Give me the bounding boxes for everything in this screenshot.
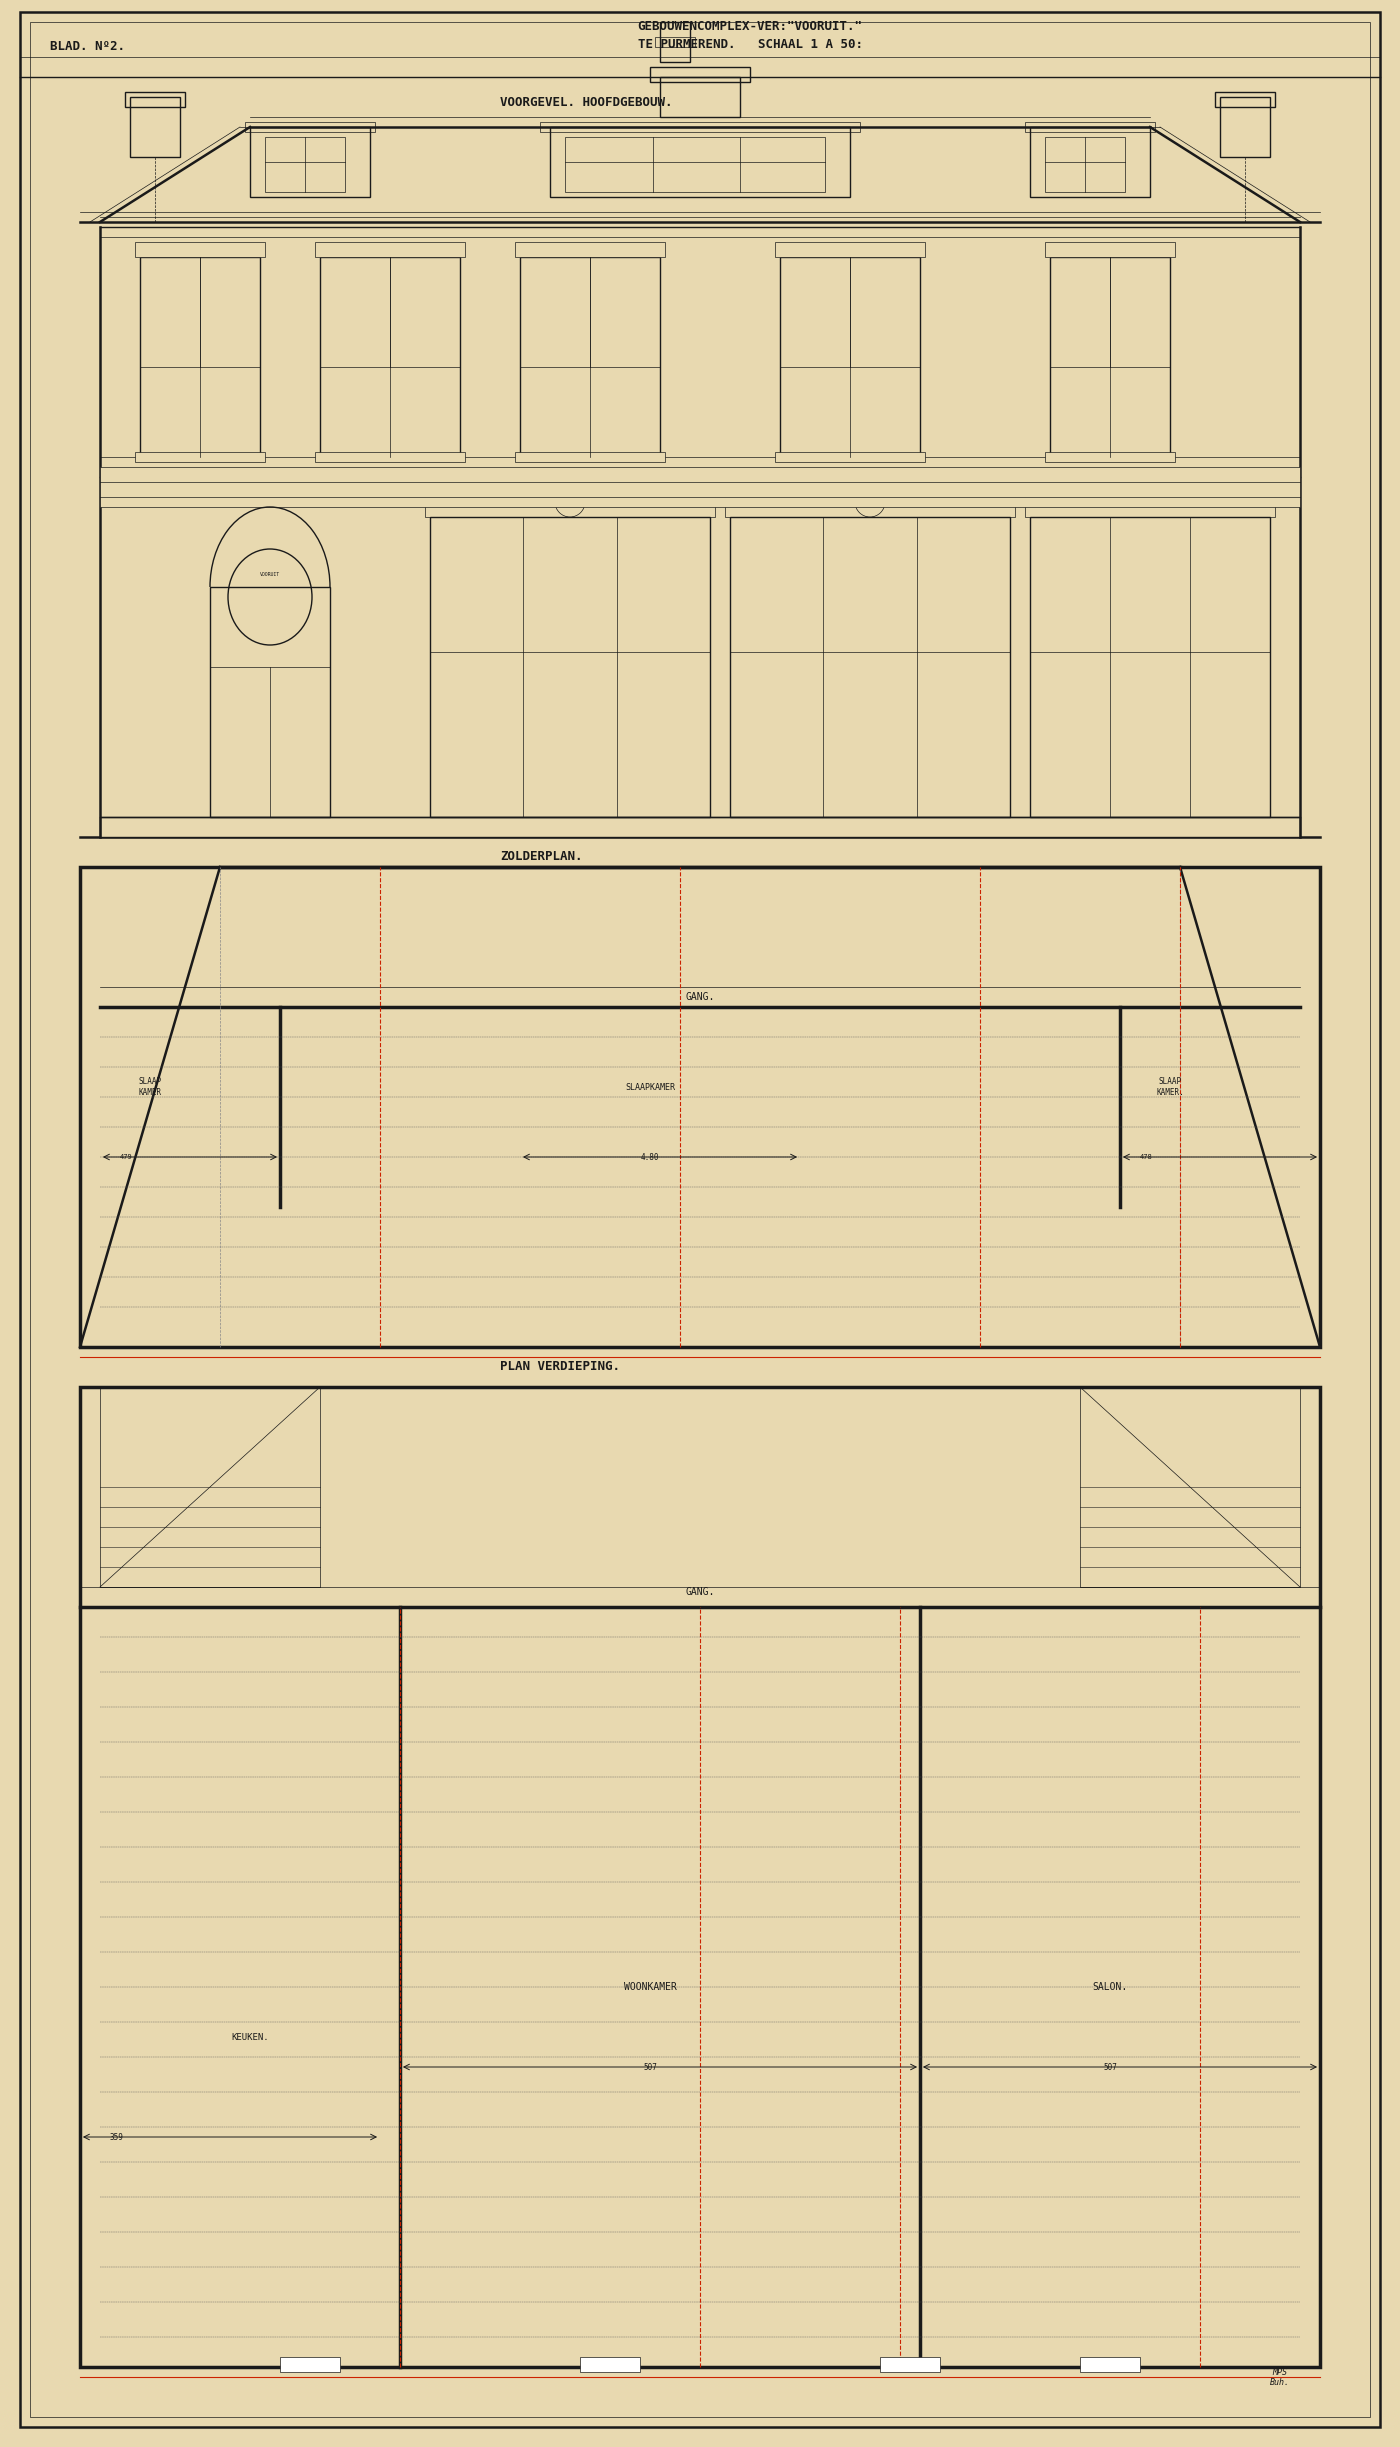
Bar — [725, 502, 1015, 516]
Text: SLAAP
KAMER.: SLAAP KAMER. — [1156, 1077, 1184, 1096]
Text: BLAD. Nº2.: BLAD. Nº2. — [50, 42, 125, 54]
Bar — [519, 257, 659, 458]
Bar — [321, 257, 461, 458]
Text: WOONKAMER: WOONKAMER — [623, 1982, 676, 1992]
Bar — [515, 453, 665, 462]
Text: KEUKEN.: KEUKEN. — [231, 2033, 269, 2041]
Bar — [99, 1387, 321, 1588]
Bar — [1025, 502, 1275, 516]
Text: 507: 507 — [643, 2063, 657, 2073]
Text: PLAN VERDIEPING.: PLAN VERDIEPING. — [500, 1361, 620, 1373]
Bar — [580, 2356, 640, 2371]
Text: 4.80: 4.80 — [641, 1153, 659, 1162]
Bar — [1030, 516, 1270, 817]
Bar — [280, 2356, 340, 2371]
Text: ZOLDERPLAN.: ZOLDERPLAN. — [500, 852, 582, 864]
Bar — [540, 122, 860, 132]
Bar — [245, 122, 375, 132]
Bar — [99, 817, 1301, 837]
Text: SALON.: SALON. — [1092, 1982, 1127, 1992]
Bar — [1025, 122, 1155, 132]
Bar — [776, 242, 925, 257]
Bar — [140, 257, 260, 458]
Bar — [315, 242, 465, 257]
Bar — [1215, 93, 1275, 108]
Text: 479: 479 — [120, 1155, 133, 1160]
Bar — [80, 1387, 1320, 2366]
Text: 507: 507 — [1103, 2063, 1117, 2073]
Bar — [265, 137, 344, 191]
Bar — [1219, 98, 1270, 157]
Bar — [426, 502, 715, 516]
Bar — [659, 22, 690, 61]
Bar — [130, 98, 181, 157]
Bar — [430, 516, 710, 817]
Bar — [1050, 257, 1170, 458]
Bar — [210, 587, 330, 817]
Bar — [729, 516, 1009, 817]
Bar — [315, 453, 465, 462]
Text: GEBOUWENCOMPLEX-VER:"VOORUIT.": GEBOUWENCOMPLEX-VER:"VOORUIT." — [637, 20, 862, 34]
Bar — [125, 93, 185, 108]
Bar — [1044, 453, 1175, 462]
Bar — [134, 242, 265, 257]
Bar — [99, 467, 1301, 507]
Bar — [1079, 1387, 1301, 1588]
Bar — [1044, 242, 1175, 257]
Text: VOORUIT: VOORUIT — [260, 573, 280, 577]
Text: VOORGEVEL. HOOFDGEBOUW.: VOORGEVEL. HOOFDGEBOUW. — [500, 95, 672, 108]
Bar — [650, 66, 750, 83]
Bar — [881, 2356, 939, 2371]
Text: GANG.: GANG. — [686, 991, 714, 1001]
Bar — [1044, 137, 1126, 191]
Bar — [776, 453, 925, 462]
Bar — [1030, 127, 1149, 198]
Bar — [80, 866, 1320, 1346]
Text: SLAAP
KAMER: SLAAP KAMER — [139, 1077, 161, 1096]
Text: TE PURMEREND.   SCHAAL 1 A 50:: TE PURMEREND. SCHAAL 1 A 50: — [637, 39, 862, 51]
Text: SLAAPKAMER: SLAAPKAMER — [624, 1082, 675, 1091]
Bar — [251, 127, 370, 198]
Bar — [134, 453, 265, 462]
Text: GANG.: GANG. — [686, 1588, 714, 1598]
Text: 359: 359 — [111, 2131, 123, 2141]
Bar — [515, 242, 665, 257]
Bar — [659, 76, 741, 117]
Bar — [566, 137, 825, 191]
Text: MPS
Buh.: MPS Buh. — [1270, 2369, 1289, 2386]
Bar — [1079, 2356, 1140, 2371]
Bar — [655, 37, 694, 46]
Text: 478: 478 — [1140, 1155, 1152, 1160]
Bar — [550, 127, 850, 198]
Bar — [780, 257, 920, 458]
